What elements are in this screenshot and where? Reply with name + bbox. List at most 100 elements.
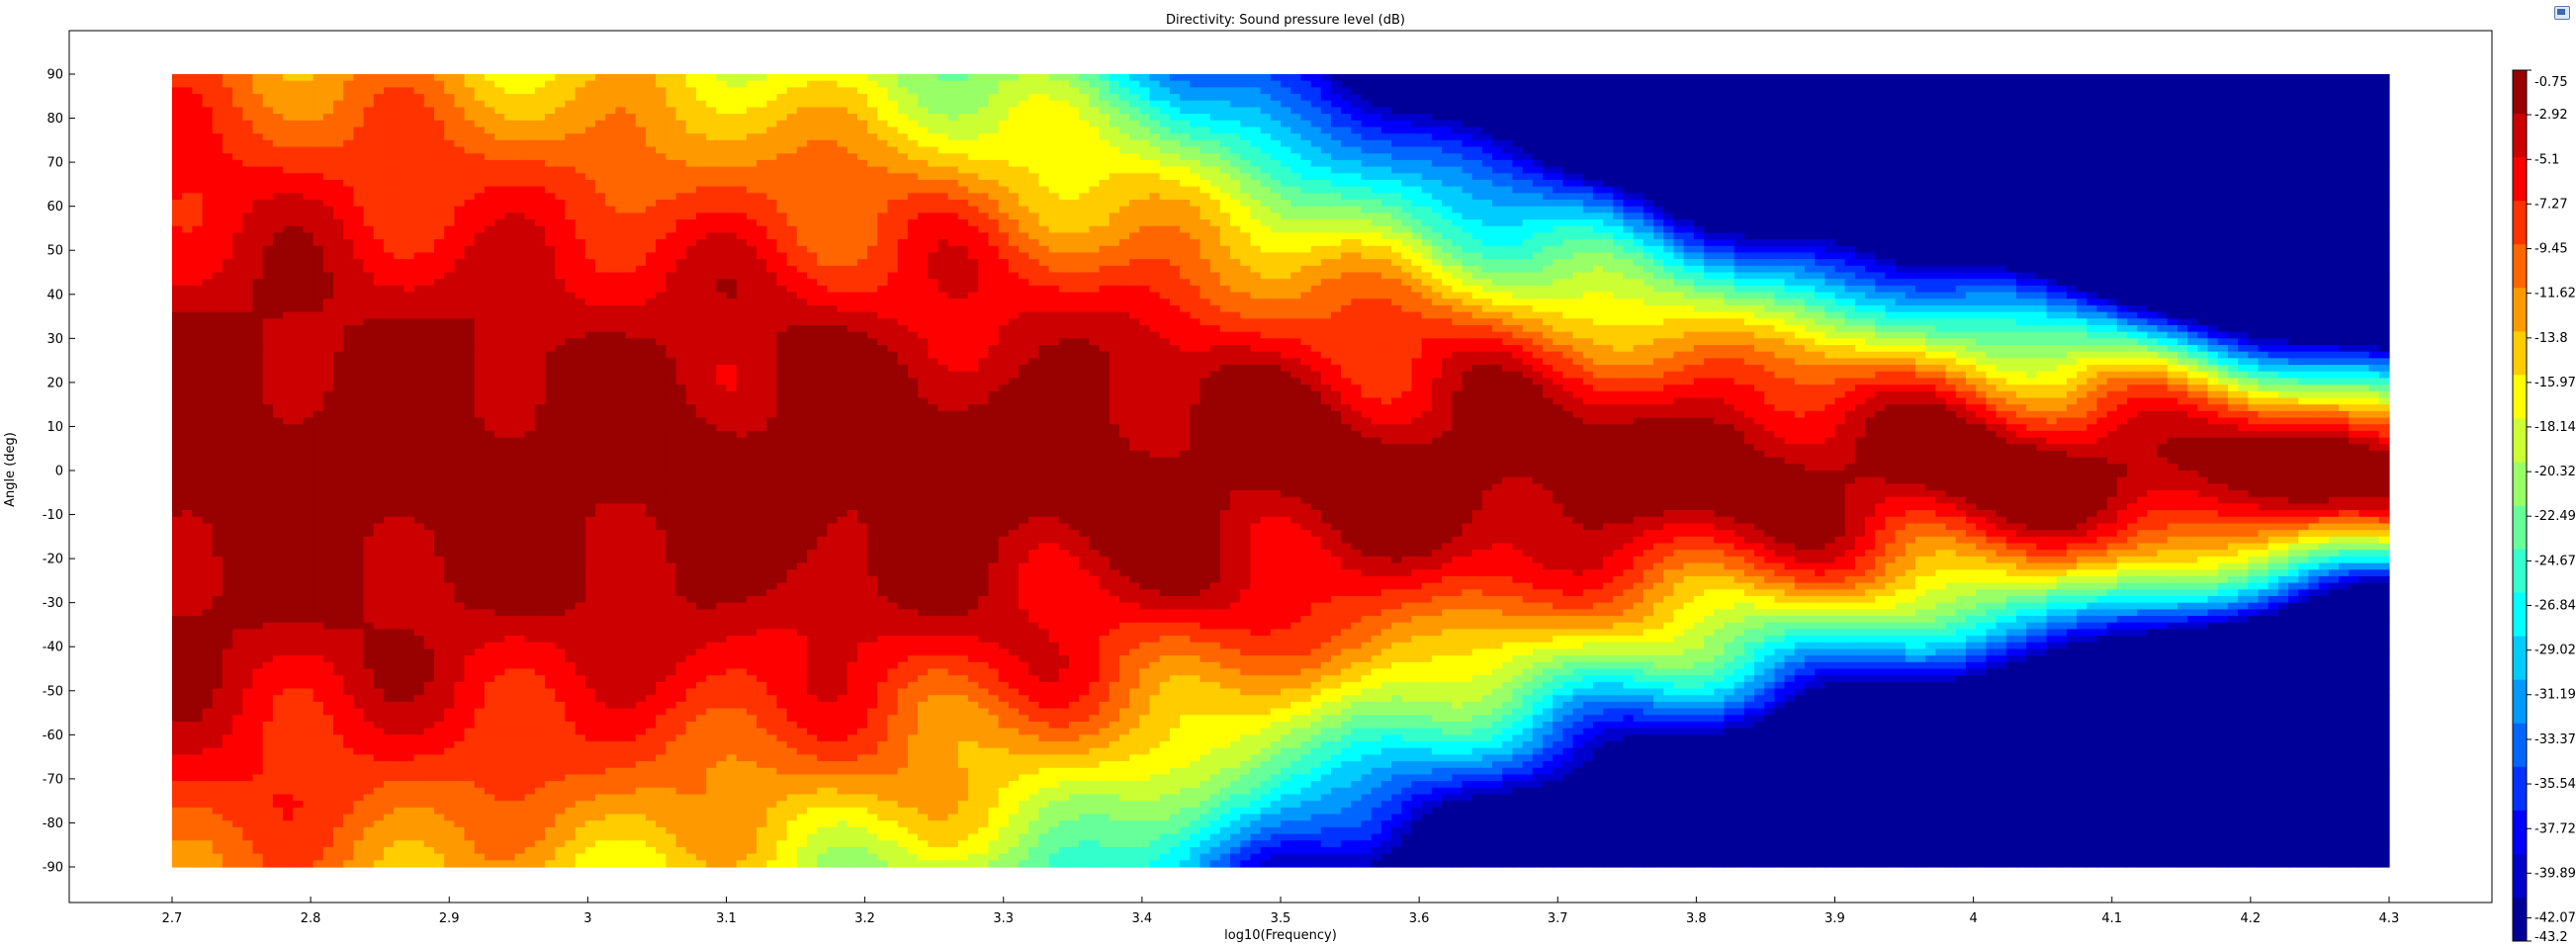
heatmap-cell	[1714, 173, 1725, 180]
heatmap-cell	[787, 94, 798, 101]
heatmap-cell	[1724, 213, 1734, 219]
heatmap-cell	[928, 173, 938, 180]
heatmap-cell	[555, 127, 566, 133]
heatmap-cell	[2036, 207, 2047, 214]
heatmap-cell	[1250, 74, 1261, 81]
heatmap-cell	[817, 160, 828, 167]
heatmap-cell	[414, 107, 425, 114]
heatmap-cell	[343, 133, 354, 140]
heatmap-cell	[394, 81, 404, 88]
heatmap-cell	[1362, 107, 1373, 114]
heatmap-cell	[1170, 114, 1181, 121]
heatmap-cell	[1240, 74, 1251, 81]
heatmap-cell	[2298, 121, 2309, 128]
heatmap-cell	[2339, 127, 2350, 133]
heatmap-cell	[867, 133, 878, 140]
heatmap-cell	[353, 140, 364, 147]
heatmap-cell	[182, 167, 193, 174]
heatmap-cell	[2218, 101, 2229, 108]
heatmap-cell	[2137, 101, 2148, 108]
heatmap-cell	[1764, 213, 1775, 219]
heatmap-cell	[222, 193, 233, 200]
heatmap-cell	[1553, 153, 1563, 160]
heatmap-cell	[2127, 107, 2138, 114]
heatmap-cell	[918, 94, 929, 101]
heatmap-cell	[605, 173, 616, 180]
heatmap-cell	[1875, 114, 1886, 121]
heatmap-cell	[253, 133, 264, 140]
heatmap-cell	[1391, 160, 1402, 167]
heatmap-cell	[333, 140, 344, 147]
heatmap-cell	[1795, 167, 1806, 174]
heatmap-cell	[2087, 107, 2097, 114]
heatmap-cell	[666, 121, 676, 128]
heatmap-cell	[787, 133, 798, 140]
heatmap-cell	[1925, 147, 1936, 154]
heatmap-cell	[595, 219, 606, 226]
heatmap-cell	[242, 147, 253, 154]
heatmap-cell	[838, 114, 848, 121]
heatmap-cell	[283, 121, 294, 128]
heatmap-cell	[1824, 81, 1835, 88]
heatmap-cell	[1049, 107, 1060, 114]
heatmap-cell	[666, 81, 676, 88]
heatmap-cell	[978, 121, 989, 128]
heatmap-cell	[293, 160, 304, 167]
heatmap-cell	[1139, 121, 1150, 128]
heatmap-cell	[2096, 101, 2107, 108]
heatmap-cell	[1110, 193, 1120, 200]
heatmap-cell	[2026, 107, 2037, 114]
heatmap-cell	[1865, 140, 1876, 147]
heatmap-cell	[1512, 121, 1523, 128]
heatmap-cell	[2047, 121, 2058, 128]
heatmap-cell	[1150, 121, 1161, 128]
heatmap-cell	[273, 114, 284, 121]
heatmap-cell	[394, 87, 404, 94]
heatmap-cell	[1119, 180, 1130, 187]
heatmap-cell	[978, 114, 989, 121]
heatmap-cell	[485, 193, 495, 200]
heatmap-cell	[948, 147, 959, 154]
heatmap-cell	[918, 213, 929, 219]
heatmap-cell	[706, 81, 717, 88]
heatmap-cell	[1896, 167, 1907, 174]
heatmap-cell	[2036, 127, 2047, 133]
heatmap-cell	[1432, 81, 1443, 88]
heatmap-cell	[1492, 167, 1503, 174]
heatmap-cell	[303, 101, 313, 108]
heatmap-cell	[908, 160, 919, 167]
heatmap-cell	[1190, 87, 1200, 94]
heatmap-cell	[1896, 74, 1907, 81]
heatmap-cell	[1533, 121, 1544, 128]
heatmap-cell	[867, 173, 878, 180]
heatmap-cell	[1653, 147, 1664, 154]
heatmap-cell	[535, 219, 546, 226]
heatmap-cell	[1049, 213, 1060, 219]
heatmap-cell	[2117, 101, 2128, 108]
heatmap-cell	[242, 219, 253, 226]
heatmap-cell	[737, 74, 748, 81]
heatmap-cell	[333, 160, 344, 167]
heatmap-cell	[918, 173, 929, 180]
heatmap-cell	[1875, 213, 1886, 219]
heatmap-cell	[485, 153, 495, 160]
heatmap-cell	[888, 140, 899, 147]
heatmap-cell	[1442, 160, 1453, 167]
heatmap-cell	[1069, 153, 1080, 160]
heatmap-cell	[263, 219, 274, 226]
heatmap-cell	[1946, 207, 1957, 214]
heatmap-cell	[1613, 87, 1624, 94]
heatmap-cell	[1966, 187, 1977, 194]
heatmap-cell	[1049, 173, 1060, 180]
heatmap-cell	[303, 173, 313, 180]
heatmap-cell	[1119, 94, 1130, 101]
heatmap-cell	[2016, 114, 2027, 121]
heatmap-cell	[1785, 140, 1796, 147]
heatmap-cell	[1744, 187, 1755, 194]
heatmap-cell	[888, 94, 899, 101]
heatmap-cell	[908, 140, 919, 147]
heatmap-cell	[1523, 200, 1534, 207]
heatmap-cell	[968, 121, 979, 128]
heatmap-cell	[1512, 114, 1523, 121]
heatmap-cell	[2228, 213, 2239, 219]
